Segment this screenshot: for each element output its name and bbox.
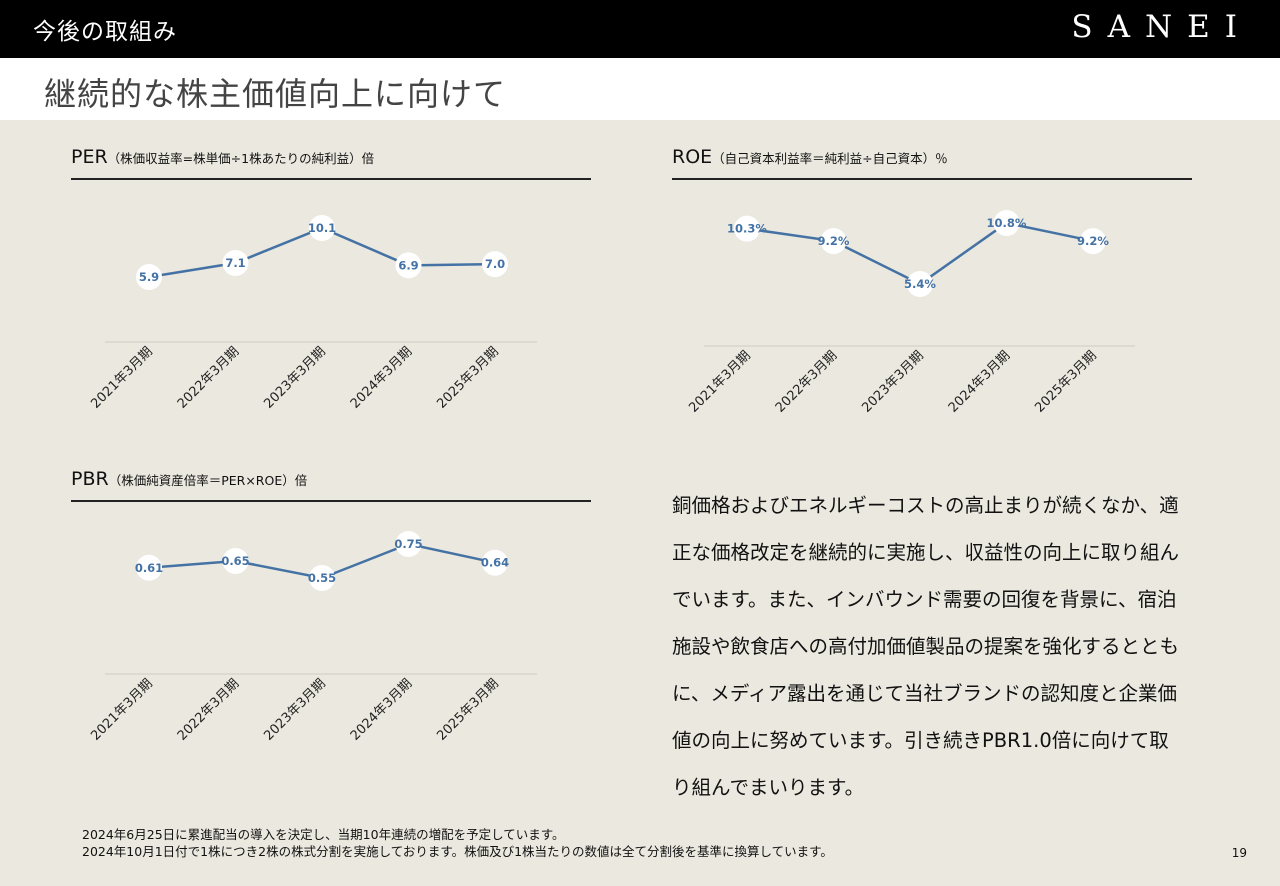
pbr-category-label: 2021年3月期	[88, 676, 155, 743]
roe-category-label: 2024年3月期	[946, 348, 1013, 415]
footnotes: 2024年6月25日に累進配当の導入を決定し、当期10年連続の増配を予定していま…	[82, 826, 833, 860]
roe-line-chart: 10.3% 2021年3月期 9.2% 2022年3月期 5.4% 2023年3月期 10.…	[686, 210, 1135, 416]
roe-data-label: 10.3%	[727, 222, 767, 236]
page-number: 19	[1231, 846, 1247, 860]
company-logo: SANEI	[1071, 9, 1252, 45]
pbr-data-label: 0.55	[308, 571, 336, 585]
body-line: でいます。また、インバウンド需要の回復を背景に、宿泊	[672, 588, 1177, 611]
section-title: 今後の取組み	[33, 19, 177, 45]
footnote: 2024年6月25日に累進配当の導入を決定し、当期10年連続の増配を予定していま…	[82, 827, 565, 842]
pbr-chart-subtitle: （株価純資産倍率＝PER×ROE）倍	[108, 473, 308, 488]
body-line: 施設や飲食店への高付加価値製品の提案を強化するととも	[672, 635, 1180, 658]
per-data-point	[222, 250, 249, 276]
roe-data-label: 5.4%	[904, 277, 936, 291]
per-data-label: 5.9	[139, 270, 159, 284]
body-line: り組んでまいります。	[672, 776, 865, 799]
pbr-data-point	[309, 565, 335, 591]
roe-data-point	[907, 271, 933, 297]
per-data-label: 7.1	[225, 256, 245, 270]
pbr-chart-title: PBR	[71, 468, 109, 490]
pbr-category-label: 2025年3月期	[434, 676, 501, 743]
per-data-label: 10.1	[308, 221, 336, 235]
top-bar: 今後の取組み SANEI	[0, 0, 1280, 58]
pbr-line-chart: 0.61 2021年3月期 0.65 2022年3月期 0.55 2023年3月期 0.75…	[88, 531, 537, 744]
roe-category-label: 2023年3月期	[859, 348, 926, 415]
body-line: 銅価格およびエネルギーコストの高止まりが続くなか、適	[672, 494, 1179, 517]
body-line: 値の向上に努めています。引き続きPBR1.0倍に向けて取	[672, 729, 1169, 752]
roe-chart-heading: ROE（自己資本利益率＝純利益÷自己資本）％	[672, 146, 948, 168]
roe-data-point	[1080, 228, 1106, 255]
roe-category-label: 2021年3月期	[686, 348, 753, 415]
per-chart-heading: PER（株価収益率=株単価÷1株あたりの純利益）倍	[71, 146, 374, 168]
body-line: 正な価格改定を継続的に実施し、収益性の向上に取り組ん	[672, 541, 1180, 564]
roe-data-label: 9.2%	[818, 234, 850, 248]
roe-category-label: 2025年3月期	[1032, 348, 1099, 415]
body-line: に、メディア露出を通じて当社ブランドの認知度と企業価	[672, 682, 1178, 705]
per-data-point	[309, 215, 335, 241]
pbr-data-point	[136, 554, 162, 581]
roe-data-point	[734, 215, 760, 242]
pbr-chart-rule	[71, 500, 591, 502]
roe-data-point	[820, 228, 847, 255]
roe-data-point	[993, 210, 1020, 236]
per-data-point	[136, 264, 162, 290]
roe-chart-rule	[672, 178, 1192, 180]
body-paragraph: 銅価格およびエネルギーコストの高止まりが続くなか、適 正な価格改定を継続的に実施し…	[672, 482, 1192, 811]
roe-chart-subtitle: （自己資本利益率＝純利益÷自己資本）％	[712, 151, 948, 166]
title-bar: 継続的な株主価値向上に向けて	[0, 58, 1280, 120]
per-data-label: 7.0	[485, 257, 505, 271]
pbr-chart-heading: PBR（株価純資産倍率＝PER×ROE）倍	[71, 468, 307, 490]
pbr-data-label: 0.64	[481, 556, 509, 570]
per-chart-subtitle: （株価収益率=株単価÷1株あたりの純利益）倍	[107, 151, 375, 166]
page-title: 継続的な株主価値向上に向けて	[44, 75, 507, 113]
pbr-category-label: 2023年3月期	[261, 676, 328, 743]
pbr-data-label: 0.75	[394, 537, 422, 551]
per-chart-title: PER	[71, 146, 108, 168]
footnote: 2024年10月1日付で1株につき2株の株式分割を実施しております。株価及び1株…	[82, 844, 833, 859]
per-data-point	[395, 252, 422, 279]
pbr-data-label: 0.61	[135, 561, 163, 575]
pbr-data-label: 0.65	[221, 554, 249, 568]
pbr-data-point	[222, 548, 249, 574]
per-chart-rule	[71, 178, 591, 180]
roe-category-label: 2022年3月期	[773, 348, 840, 415]
roe-chart-title: ROE	[672, 146, 713, 168]
pbr-category-label: 2024年3月期	[348, 676, 415, 743]
pbr-category-label: 2022年3月期	[175, 676, 242, 743]
roe-data-label: 9.2%	[1077, 234, 1109, 248]
pbr-data-point	[395, 531, 422, 557]
roe-data-label: 10.8%	[987, 216, 1027, 230]
per-data-label: 6.9	[398, 258, 418, 272]
per-data-point	[482, 251, 508, 278]
per-line-chart: 5.92021年3月期7.12022年3月期10.12023年3月期6.9202…	[88, 215, 537, 412]
pbr-data-point	[482, 549, 508, 576]
